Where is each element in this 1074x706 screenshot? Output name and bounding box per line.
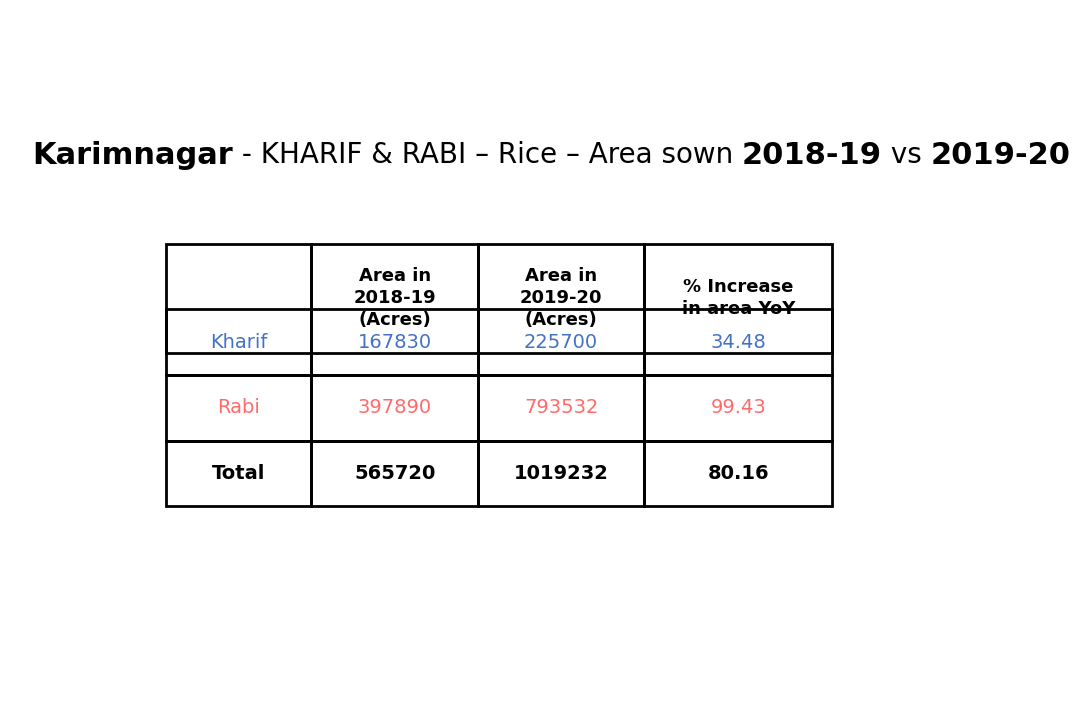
Text: 397890: 397890 — [358, 398, 432, 417]
Text: 225700: 225700 — [524, 333, 598, 352]
Bar — [644, 441, 832, 506]
Bar — [166, 441, 311, 506]
Text: Rabi: Rabi — [218, 398, 260, 417]
Text: 565720: 565720 — [354, 464, 435, 483]
Bar — [478, 441, 644, 506]
Bar — [166, 244, 311, 353]
Bar — [166, 309, 311, 375]
Bar — [644, 244, 832, 353]
Bar — [311, 244, 478, 353]
Text: 80.16: 80.16 — [708, 464, 769, 483]
Bar — [311, 309, 478, 375]
Text: Area in
2019-20
(Acres): Area in 2019-20 (Acres) — [520, 267, 603, 330]
Bar — [311, 441, 478, 506]
Text: 2018-19: 2018-19 — [742, 140, 882, 170]
Text: - KHARIF & RABI – Rice – Area sown: - KHARIF & RABI – Rice – Area sown — [233, 141, 742, 169]
Bar — [311, 375, 478, 441]
Text: 167830: 167830 — [358, 333, 432, 352]
Bar — [478, 375, 644, 441]
Bar — [644, 309, 832, 375]
Text: Total: Total — [213, 464, 265, 483]
Bar — [644, 375, 832, 441]
Text: 2019-20: 2019-20 — [931, 140, 1071, 170]
Text: 99.43: 99.43 — [711, 398, 766, 417]
Bar — [478, 244, 644, 353]
Text: Karimnagar: Karimnagar — [32, 140, 233, 170]
Text: Kharif: Kharif — [211, 333, 267, 352]
Text: 793532: 793532 — [524, 398, 598, 417]
Text: 1019232: 1019232 — [513, 464, 609, 483]
Bar — [478, 309, 644, 375]
Text: % Increase
in area YoY: % Increase in area YoY — [682, 278, 795, 318]
Text: vs: vs — [882, 141, 931, 169]
Text: Area in
2018-19
(Acres): Area in 2018-19 (Acres) — [353, 267, 436, 330]
Bar — [166, 375, 311, 441]
Text: 34.48: 34.48 — [711, 333, 766, 352]
